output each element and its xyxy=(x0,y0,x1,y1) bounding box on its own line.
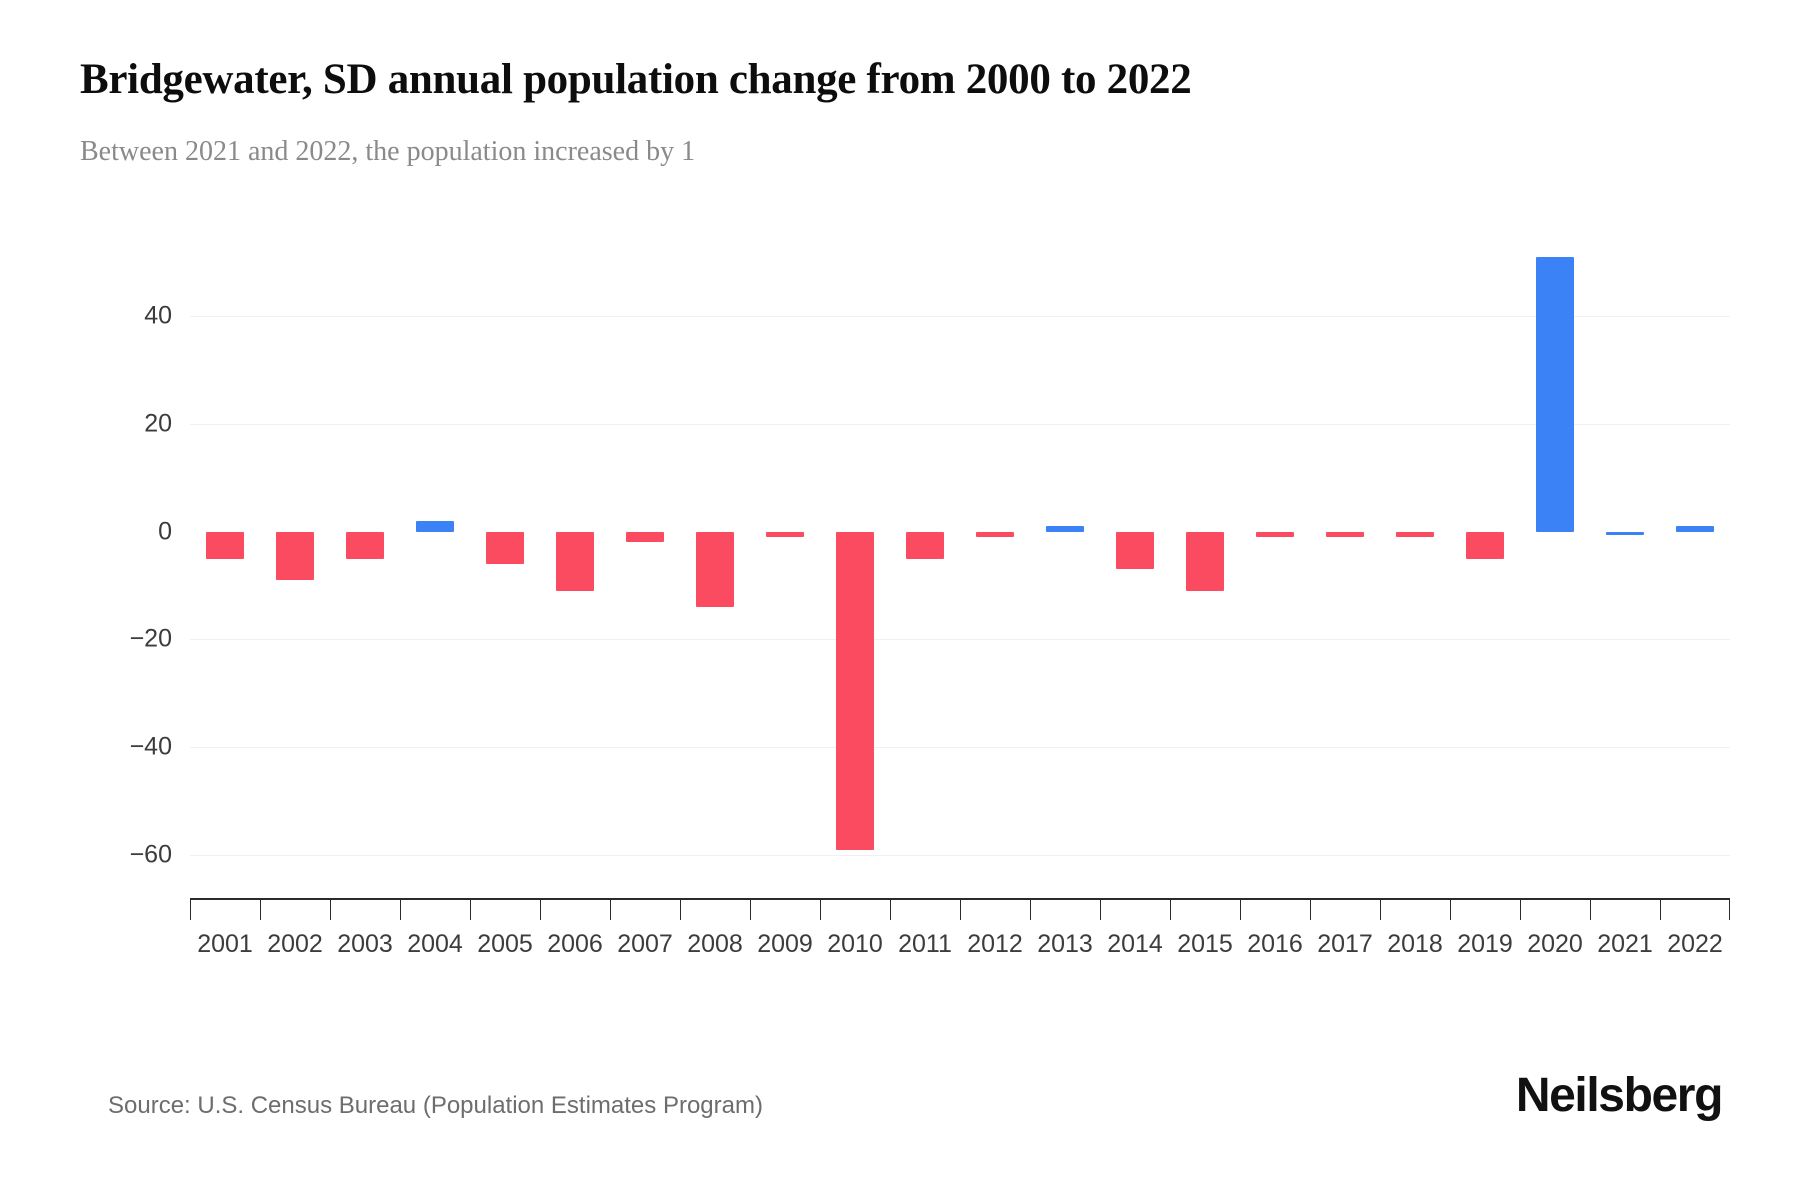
x-axis-tick-label: 2004 xyxy=(407,930,463,958)
y-axis-tick-label: −20 xyxy=(129,624,172,653)
bar-chart-plot-area: 40 20 0 −20 −40 −60 2001 2002 2003 2004 2005 2006 20… xyxy=(130,230,1730,958)
bar-2006[interactable] xyxy=(556,531,594,591)
x-axis-tick-mark xyxy=(750,898,751,920)
y-axis-tick-label: 40 xyxy=(144,301,172,330)
bar-2016[interactable] xyxy=(1256,531,1294,538)
bar-2014[interactable] xyxy=(1116,531,1154,570)
x-axis-tick-mark xyxy=(1729,898,1730,920)
y-axis-tick-label: −60 xyxy=(129,840,172,869)
x-axis-tick-mark xyxy=(680,898,681,920)
x-axis-tick-mark xyxy=(1030,898,1031,920)
x-axis-tick-label: 2005 xyxy=(477,930,533,958)
x-axis-tick-label: 2006 xyxy=(547,930,603,958)
y-gridline xyxy=(190,423,1730,425)
x-axis-tick-label: 2018 xyxy=(1387,930,1443,958)
bar-2003[interactable] xyxy=(346,531,384,559)
bar-2015[interactable] xyxy=(1186,531,1224,591)
x-axis-tick-mark xyxy=(1450,898,1451,920)
x-axis-tick-mark xyxy=(400,898,401,920)
bar-2013[interactable] xyxy=(1046,526,1084,532)
bar-2021[interactable] xyxy=(1606,531,1644,535)
x-axis-tick-mark xyxy=(960,898,961,920)
y-gridline xyxy=(190,316,1730,318)
x-axis-tick-label: 2015 xyxy=(1177,930,1233,958)
x-axis-tick-mark xyxy=(890,898,891,920)
bar-2012[interactable] xyxy=(976,531,1014,538)
x-axis-tick-mark xyxy=(260,898,261,920)
x-axis-tick-mark xyxy=(610,898,611,920)
page-title: Bridgewater, SD annual population change… xyxy=(80,56,1192,103)
y-axis-tick-label: 0 xyxy=(158,517,172,546)
y-axis-tick-label: 20 xyxy=(144,409,172,438)
x-axis-tick-label: 2021 xyxy=(1597,930,1653,958)
x-axis-tick-mark xyxy=(1590,898,1591,920)
x-axis-tick-mark xyxy=(1520,898,1521,920)
x-axis-tick-label: 2010 xyxy=(827,930,883,958)
x-axis-tick-mark xyxy=(1660,898,1661,920)
x-axis-tick-label: 2008 xyxy=(687,930,743,958)
y-gridline xyxy=(190,747,1730,749)
bar-2001[interactable] xyxy=(206,531,244,559)
bar-2002[interactable] xyxy=(276,531,314,581)
x-axis-tick-label: 2022 xyxy=(1667,930,1723,958)
x-axis-tick-label: 2011 xyxy=(898,930,952,958)
page-subtitle: Between 2021 and 2022, the population in… xyxy=(80,136,696,167)
bar-2004[interactable] xyxy=(416,520,454,532)
y-axis-tick-label: −40 xyxy=(129,732,172,761)
x-axis-tick-label: 2013 xyxy=(1037,930,1093,958)
x-axis-tick-label: 2014 xyxy=(1107,930,1163,958)
source-note: Source: U.S. Census Bureau (Population E… xyxy=(108,1092,763,1119)
x-axis-tick-label: 2009 xyxy=(757,930,813,958)
x-axis-tick-mark xyxy=(1240,898,1241,920)
bar-2017[interactable] xyxy=(1326,531,1364,538)
x-axis-tick-mark xyxy=(1100,898,1101,920)
x-axis-tick-mark xyxy=(330,898,331,920)
x-axis-tick-mark xyxy=(1380,898,1381,920)
brand-logo: Neilsberg xyxy=(1515,1069,1724,1122)
x-axis-tick-mark xyxy=(1310,898,1311,920)
x-axis-tick-label: 2003 xyxy=(337,930,393,958)
x-axis-tick-label: 2019 xyxy=(1457,930,1513,958)
bar-2011[interactable] xyxy=(906,531,944,559)
x-axis-tick-label: 2002 xyxy=(267,930,323,958)
x-axis-tick-label: 2012 xyxy=(967,930,1023,958)
bar-2009[interactable] xyxy=(766,531,804,538)
bar-2005[interactable] xyxy=(486,531,524,564)
x-axis-tick-mark xyxy=(190,898,191,920)
y-gridline xyxy=(190,854,1730,856)
x-axis-tick-label: 2020 xyxy=(1527,930,1583,958)
y-gridline xyxy=(190,639,1730,641)
x-axis-tick-label: 2017 xyxy=(1317,930,1373,958)
bar-2019[interactable] xyxy=(1466,531,1504,559)
bar-2010[interactable] xyxy=(836,531,874,850)
x-axis-tick-mark xyxy=(470,898,471,920)
x-axis-tick-label: 2007 xyxy=(617,930,673,958)
bar-2008[interactable] xyxy=(696,531,734,608)
x-axis-tick-label: 2016 xyxy=(1247,930,1303,958)
x-axis-tick-label: 2001 xyxy=(197,930,253,958)
x-axis-tick-mark xyxy=(1170,898,1171,920)
bar-2020[interactable] xyxy=(1536,256,1574,532)
x-axis-tick-mark xyxy=(820,898,821,920)
bar-2018[interactable] xyxy=(1396,531,1434,538)
x-axis-tick-mark xyxy=(540,898,541,920)
bar-2007[interactable] xyxy=(626,531,664,543)
bar-2022[interactable] xyxy=(1676,526,1714,532)
